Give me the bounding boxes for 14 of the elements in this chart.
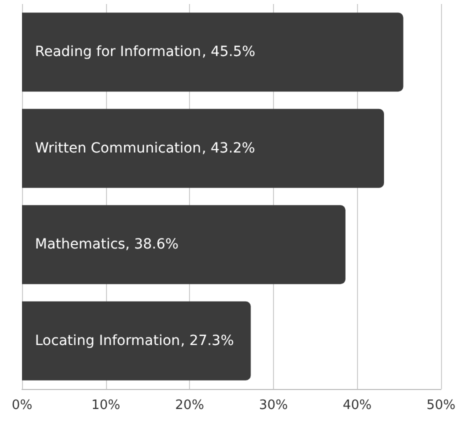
x-tick-label: 20%	[175, 398, 204, 413]
y-tick-label: Written Communication	[35, 140, 202, 156]
x-tick-label: 30%	[258, 398, 288, 413]
y-tick-label: Locating Information	[35, 332, 180, 349]
x-tick-label: 40%	[342, 398, 372, 413]
x-tick-label: 0%	[12, 398, 32, 413]
x-tick-label: 10%	[91, 398, 120, 413]
data-label: , 38.6%	[125, 236, 179, 253]
data-label: , 43.2%	[202, 140, 256, 156]
x-tick-label: 50%	[426, 398, 456, 413]
data-label: , 45.5%	[202, 44, 256, 60]
y-tick-label: Mathematics	[35, 236, 126, 253]
y-tick-label: Reading for Information	[35, 44, 202, 60]
data-label: , 27.3%	[180, 332, 234, 349]
